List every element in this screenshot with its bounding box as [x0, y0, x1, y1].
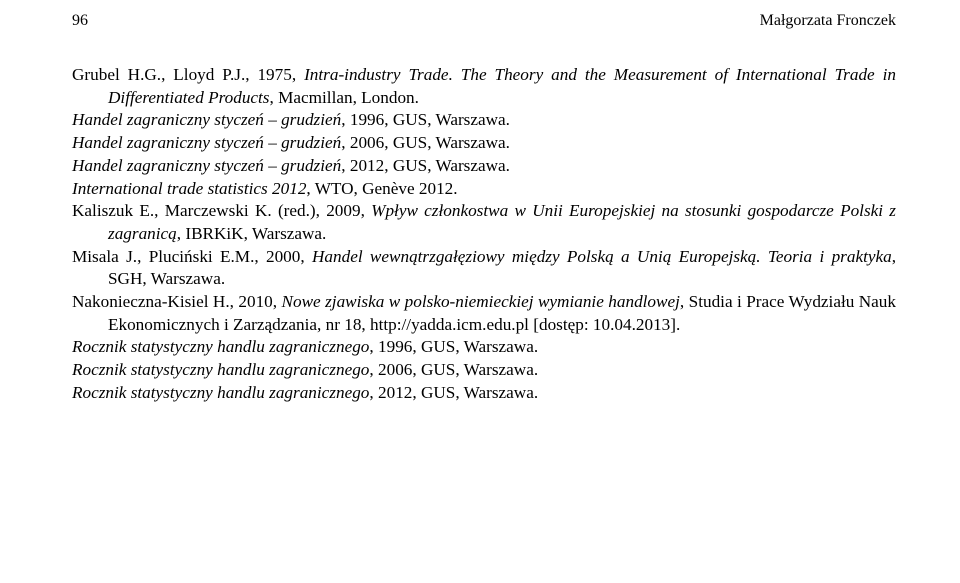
- reference-item: Grubel H.G., Lloyd P.J., 1975, Intra-ind…: [72, 64, 896, 109]
- reference-item: Rocznik statystyczny handlu zagraniczneg…: [72, 336, 896, 359]
- reference-item: Handel zagraniczny styczeń – grudzień, 1…: [72, 109, 896, 132]
- page: 96 Małgorzata Fronczek Grubel H.G., Lloy…: [0, 0, 960, 583]
- reference-item: Nakonieczna-Kisiel H., 2010, Nowe zjawis…: [72, 291, 896, 336]
- reference-item: Misala J., Pluciński E.M., 2000, Handel …: [72, 246, 896, 291]
- reference-item: Rocznik statystyczny handlu zagraniczneg…: [72, 382, 896, 405]
- reference-item: Rocznik statystyczny handlu zagraniczneg…: [72, 359, 896, 382]
- page-number: 96: [72, 12, 88, 30]
- page-header: 96 Małgorzata Fronczek: [72, 12, 896, 30]
- running-head: Małgorzata Fronczek: [760, 12, 896, 30]
- reference-item: International trade statistics 2012, WTO…: [72, 178, 896, 201]
- reference-item: Handel zagraniczny styczeń – grudzień, 2…: [72, 132, 896, 155]
- reference-item: Kaliszuk E., Marczewski K. (red.), 2009,…: [72, 200, 896, 245]
- reference-item: Handel zagraniczny styczeń – grudzień, 2…: [72, 155, 896, 178]
- references-list: Grubel H.G., Lloyd P.J., 1975, Intra-ind…: [72, 64, 896, 405]
